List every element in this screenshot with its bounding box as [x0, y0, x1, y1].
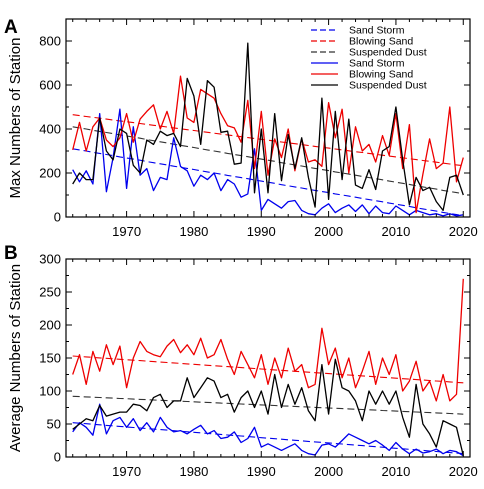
series-line-blowing-sand-observed	[72, 278, 464, 402]
x-tick-label: 2020	[449, 464, 478, 479]
x-tick-label: 2010	[381, 464, 410, 479]
series-line-blowing-sand-observed	[72, 75, 464, 214]
x-tick-label: 1980	[179, 224, 208, 239]
series-line-sand-storm-observed	[72, 108, 464, 217]
x-tick-label: 1970	[112, 224, 141, 239]
y-tick-label: 200	[39, 166, 61, 181]
y-tick-label: 250	[39, 285, 61, 300]
plot-frame	[65, 18, 471, 218]
panel-label: B	[4, 243, 18, 264]
series-line-sand-storm-observed	[72, 403, 464, 457]
panel-label: A	[4, 17, 18, 38]
y-tick-label: 800	[39, 34, 61, 49]
y-axis-label: Max Numbers of Station	[7, 38, 24, 199]
y-tick-label: 200	[39, 318, 61, 333]
y-tick-label: 150	[39, 351, 61, 366]
x-tick-label: 2000	[314, 224, 343, 239]
y-tick-label: 100	[39, 384, 61, 399]
series-group	[72, 278, 464, 457]
y-axis-label: Average Numbers of Station	[7, 264, 24, 452]
series-line-sand-storm-trend	[72, 422, 464, 455]
x-tick-label: 1990	[247, 464, 276, 479]
y-tick-label: 600	[39, 78, 61, 93]
y-tick-label: 0	[54, 210, 61, 225]
legend-label: Suspended Dust	[349, 80, 427, 92]
y-tick-label: 0	[54, 450, 61, 465]
series-line-suspended-dust-trend	[72, 126, 464, 195]
x-tick-label: 2000	[314, 464, 343, 479]
y-tick-label: 300	[39, 252, 61, 267]
x-tick-label: 2010	[381, 224, 410, 239]
legend-label: Sand Storm	[349, 58, 405, 70]
series-line-suspended-dust-observed	[72, 358, 464, 456]
series-group	[72, 42, 464, 217]
x-tick-label: 1990	[247, 224, 276, 239]
series-line-suspended-dust-trend	[72, 395, 464, 415]
legend-label: Blowing Sand	[349, 69, 413, 81]
legend-label: Sand Storm	[349, 25, 405, 37]
series-line-suspended-dust-observed	[72, 42, 464, 212]
y-tick-label: 400	[39, 122, 61, 137]
x-tick-label: 1980	[179, 464, 208, 479]
x-tick-label: 1970	[112, 464, 141, 479]
legend-label: Suspended Dust	[349, 47, 427, 59]
x-tick-label: 2020	[449, 224, 478, 239]
y-tick-label: 50	[47, 417, 61, 432]
legend-label: Blowing Sand	[349, 36, 413, 48]
